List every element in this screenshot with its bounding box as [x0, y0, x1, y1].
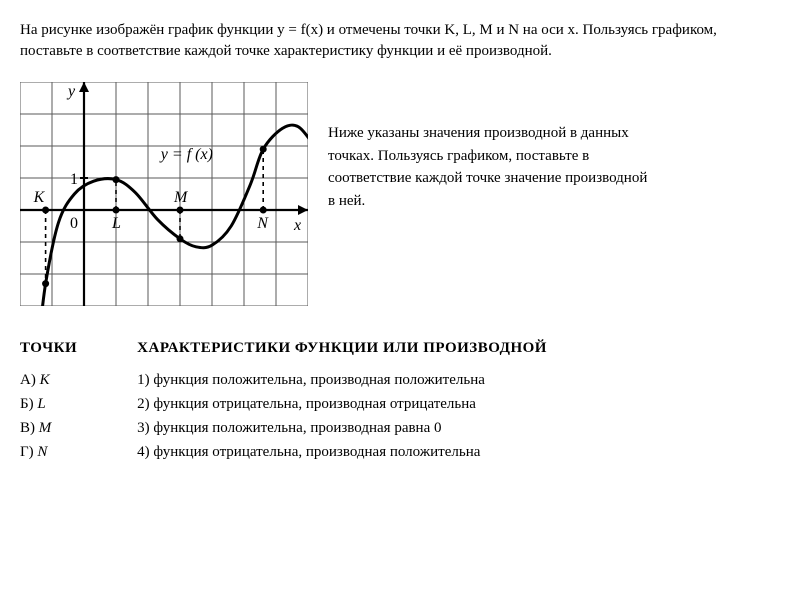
svg-text:y: y	[66, 83, 76, 100]
content-row: y x 0 1 y = f (x) K L M N Ниже указаны значения …	[20, 82, 780, 311]
characteristic-row: 1) функция положительна, производная пол…	[137, 368, 547, 392]
svg-text:y = f (x): y = f (x)	[159, 146, 213, 163]
problem-statement: На рисунке изображён график функции y = …	[20, 20, 780, 62]
svg-text:x: x	[293, 217, 301, 234]
svg-text:M: M	[173, 189, 189, 206]
characteristics-list: 1) функция положительна, производная пол…	[137, 368, 547, 464]
points-list: А) KБ) LВ) MГ) N	[20, 368, 77, 464]
characteristic-row: 2) функция отрицательна, производная отр…	[137, 392, 547, 416]
side-instruction-text: Ниже указаны значения производной в данн…	[328, 125, 647, 209]
svg-text:1: 1	[70, 171, 78, 188]
points-header: ТОЧКИ	[20, 336, 77, 360]
svg-text:N: N	[256, 215, 269, 232]
point-row: Г) N	[20, 440, 77, 464]
characteristics-header: ХАРАКТЕРИСТИКИ ФУНКЦИИ ИЛИ ПРОИЗВОДНОЙ	[137, 336, 547, 360]
svg-text:0: 0	[70, 215, 78, 232]
svg-text:K: K	[33, 189, 46, 206]
point-row: Б) L	[20, 392, 77, 416]
function-graph: y x 0 1 y = f (x) K L M N	[20, 82, 308, 311]
point-row: А) K	[20, 368, 77, 392]
answers-section: ТОЧКИ А) KБ) LВ) MГ) N ХАРАКТЕРИСТИКИ ФУ…	[20, 336, 780, 464]
characteristic-row: 4) функция отрицательна, производная пол…	[137, 440, 547, 464]
svg-text:L: L	[111, 215, 121, 232]
characteristics-column: ХАРАКТЕРИСТИКИ ФУНКЦИИ ИЛИ ПРОИЗВОДНОЙ 1…	[137, 336, 547, 464]
side-instruction: Ниже указаны значения производной в данн…	[328, 82, 648, 212]
graph-svg: y x 0 1 y = f (x) K L M N	[20, 82, 308, 306]
characteristic-row: 3) функция положительна, производная рав…	[137, 416, 547, 440]
point-row: В) M	[20, 416, 77, 440]
problem-text: На рисунке изображён график функции y = …	[20, 22, 717, 59]
points-column: ТОЧКИ А) KБ) LВ) MГ) N	[20, 336, 77, 464]
